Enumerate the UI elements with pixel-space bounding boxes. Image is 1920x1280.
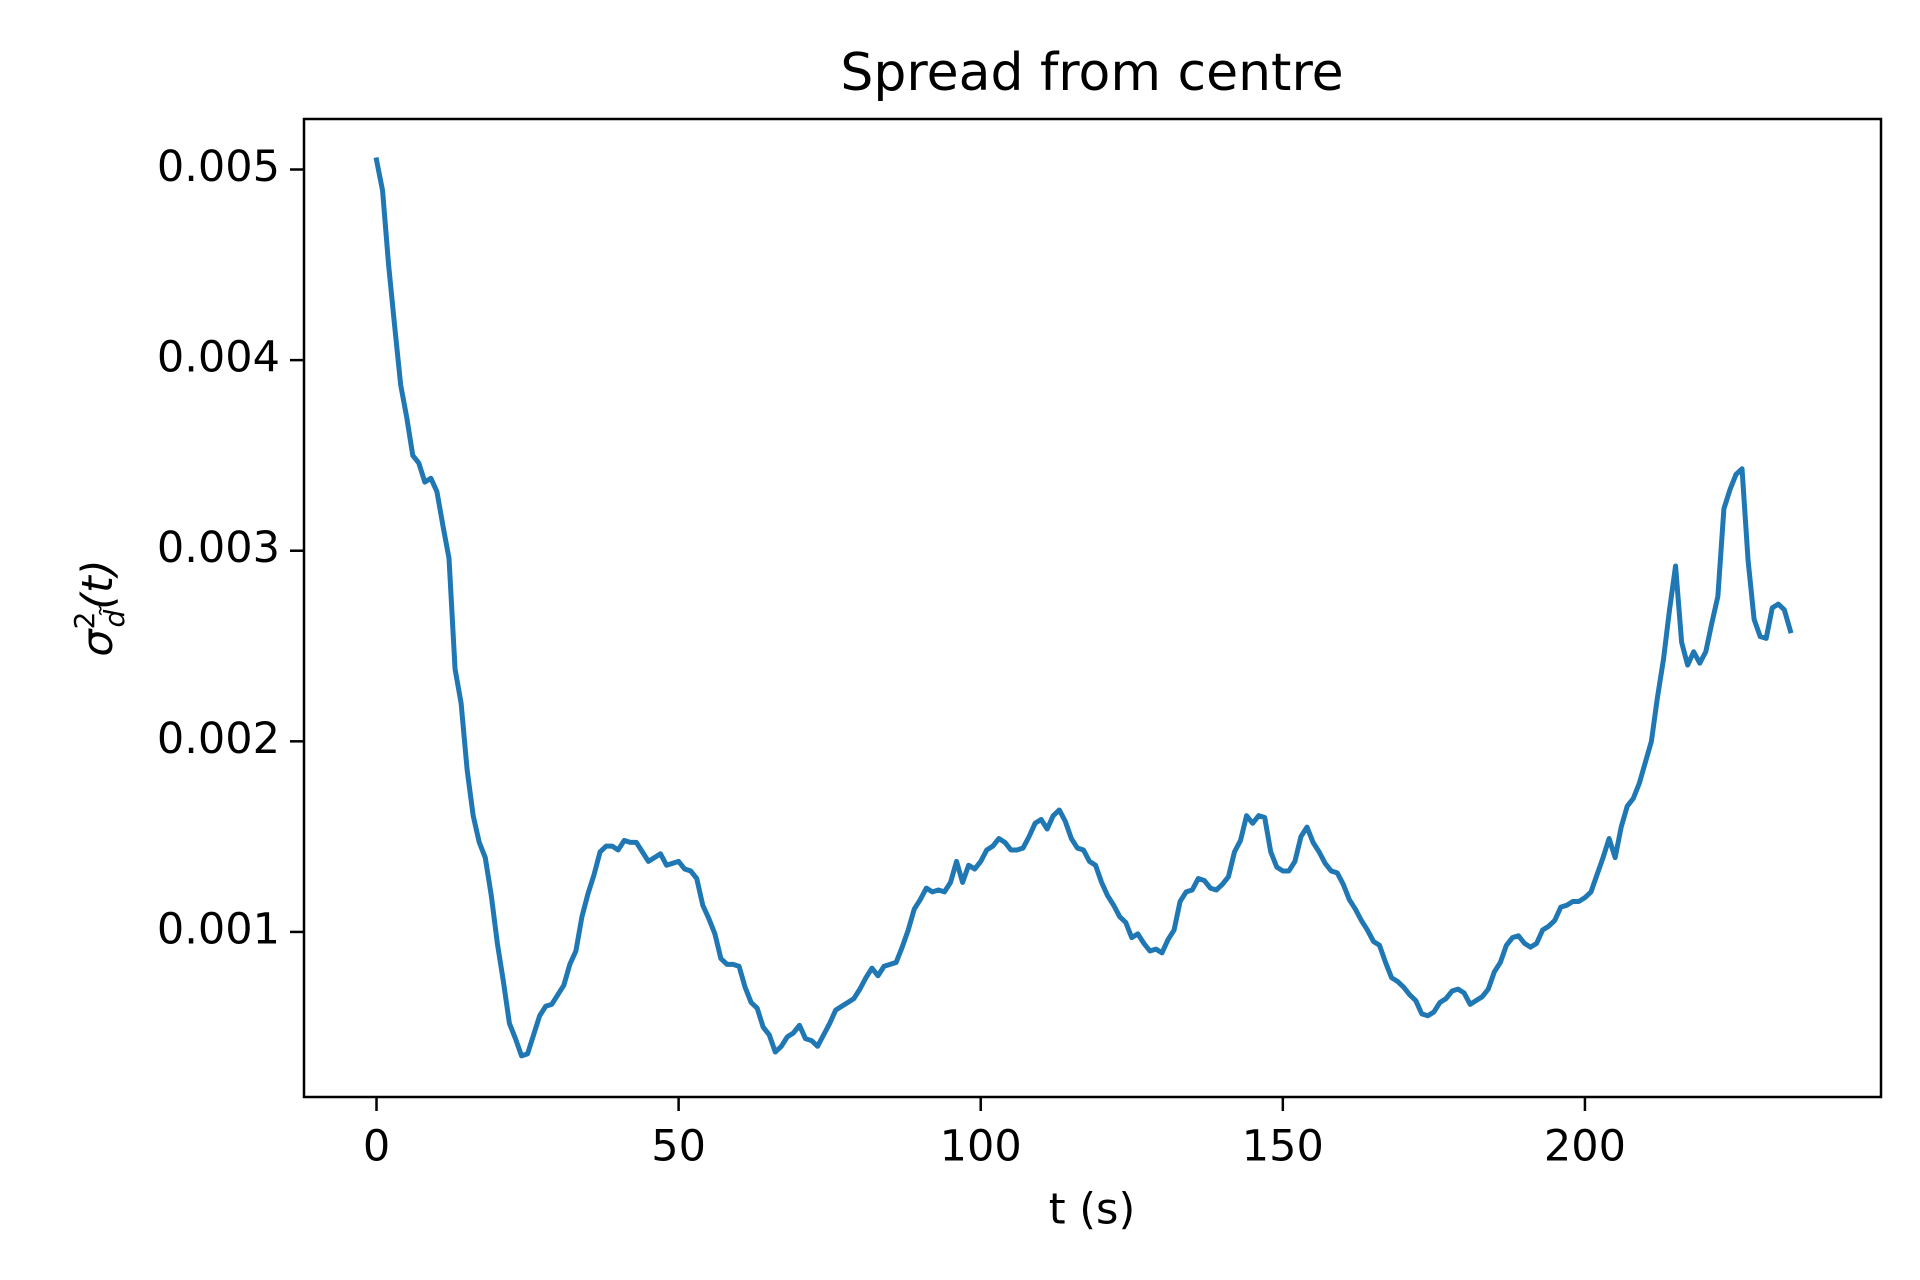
y-tick-label: 0.003 xyxy=(157,523,280,573)
y-tick-label: 0.005 xyxy=(157,142,280,192)
y-label-symbol: σ xyxy=(73,628,123,657)
x-tick-label: 200 xyxy=(1544,1122,1626,1172)
y-axis-label: σ2d̃(t) xyxy=(68,559,131,656)
y-tick-label: 0.002 xyxy=(157,714,280,764)
x-axis-label: t (s) xyxy=(1049,1185,1135,1235)
y-tick-label: 0.004 xyxy=(157,333,280,383)
x-tick-label: 0 xyxy=(363,1122,390,1172)
x-tick-label: 50 xyxy=(651,1122,706,1172)
y-tick-label: 0.001 xyxy=(157,904,280,954)
data-line xyxy=(373,157,1794,1059)
x-tick-label: 100 xyxy=(940,1122,1022,1172)
x-tick-label: 150 xyxy=(1242,1122,1324,1172)
y-label-sub: d̃ xyxy=(98,605,131,628)
y-label-arg: (t) xyxy=(73,559,123,609)
plot-frame xyxy=(302,117,1883,1099)
chart-title: Spread from centre xyxy=(840,43,1343,103)
y-label-sup: 2 xyxy=(68,612,101,630)
